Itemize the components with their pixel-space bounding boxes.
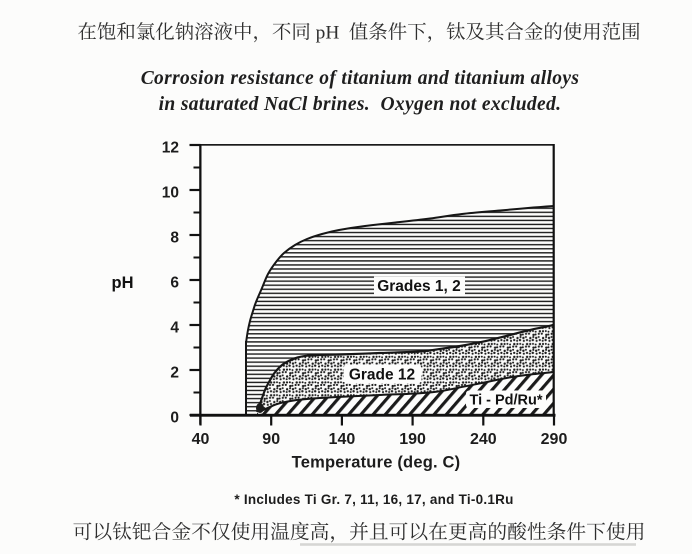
svg-text:4: 4 (170, 319, 179, 336)
svg-text:Ti - Pd/Ru*: Ti - Pd/Ru* (469, 393, 542, 409)
svg-text:* Includes Ti Gr. 7, 11, 16, 1: * Includes Ti Gr. 7, 11, 16, 17, and Ti-… (234, 492, 513, 507)
svg-text:2: 2 (170, 364, 179, 381)
svg-text:Temperature (deg. C): Temperature (deg. C) (292, 454, 461, 472)
svg-text:10: 10 (162, 184, 179, 201)
svg-text:190: 190 (399, 431, 426, 448)
svg-text:240: 240 (470, 431, 497, 448)
svg-text:Grade 12: Grade 12 (349, 367, 415, 384)
svg-text:0: 0 (170, 409, 179, 426)
svg-text:12: 12 (162, 139, 179, 156)
svg-text:290: 290 (541, 431, 568, 448)
svg-text:Grades 1, 2: Grades 1, 2 (377, 278, 461, 295)
svg-text:pH: pH (311, 23, 344, 44)
svg-text:140: 140 (329, 431, 356, 448)
svg-text:6: 6 (170, 274, 179, 291)
svg-text:90: 90 (262, 431, 280, 448)
svg-text:40: 40 (192, 431, 210, 448)
svg-text:8: 8 (170, 229, 179, 246)
svg-text:pH: pH (112, 274, 134, 292)
